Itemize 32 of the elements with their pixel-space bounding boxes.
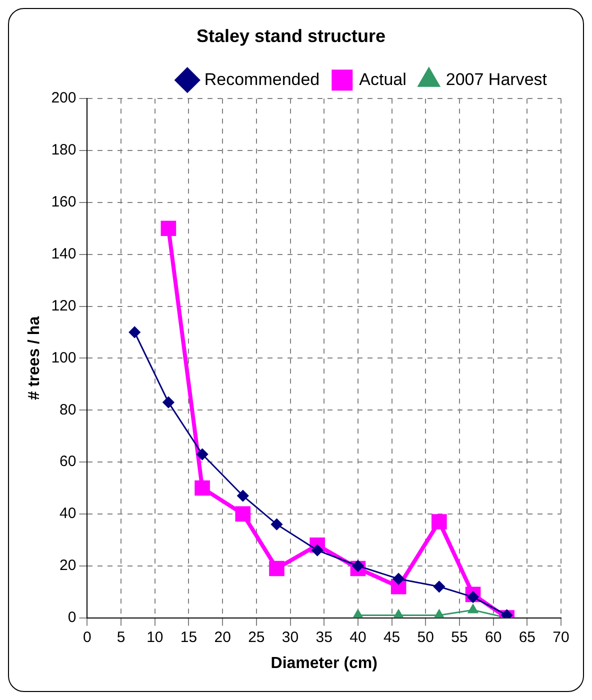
y-tick-label: 140 <box>51 246 76 262</box>
y-tick-label: 120 <box>51 297 76 314</box>
x-tick-label: 5 <box>116 628 126 646</box>
x-tick-label: 50 <box>417 628 434 646</box>
x-tick-label: 30 <box>282 628 299 646</box>
y-tick-label: 60 <box>60 453 76 470</box>
x-tick-label: 60 <box>484 628 502 646</box>
y-tick-label: 180 <box>51 142 76 159</box>
x-tick-label: 65 <box>518 628 536 646</box>
y-tick-label: 20 <box>60 557 76 574</box>
x-tick-label: 70 <box>552 628 570 646</box>
y-tick-label: 160 <box>51 194 76 211</box>
y-tick-label: 100 <box>51 349 76 366</box>
y-tick-label: 0 <box>68 608 76 626</box>
x-tick-label: 0 <box>83 628 92 646</box>
y-axis-title: # trees / ha <box>26 316 44 400</box>
legend-label: 2007 Harvest <box>446 70 548 89</box>
x-tick-label: 55 <box>451 628 468 646</box>
x-tick-label: 20 <box>214 628 231 646</box>
x-tick-label: 15 <box>180 628 198 646</box>
legend-label: Actual <box>359 70 406 89</box>
y-tick-label: 200 <box>51 90 76 107</box>
x-tick-label: 35 <box>316 628 332 646</box>
x-tick-label: 25 <box>248 628 265 646</box>
y-tick-label: 80 <box>60 401 76 418</box>
x-axis-title: Diameter (cm) <box>270 654 378 672</box>
x-tick-label: 10 <box>146 628 164 646</box>
chart-title: Staley stand structure <box>196 26 386 46</box>
x-tick-label: 40 <box>350 628 366 646</box>
x-tick-label: 45 <box>383 628 400 646</box>
legend-label: Recommended <box>204 70 320 89</box>
y-tick-label: 40 <box>60 505 76 522</box>
